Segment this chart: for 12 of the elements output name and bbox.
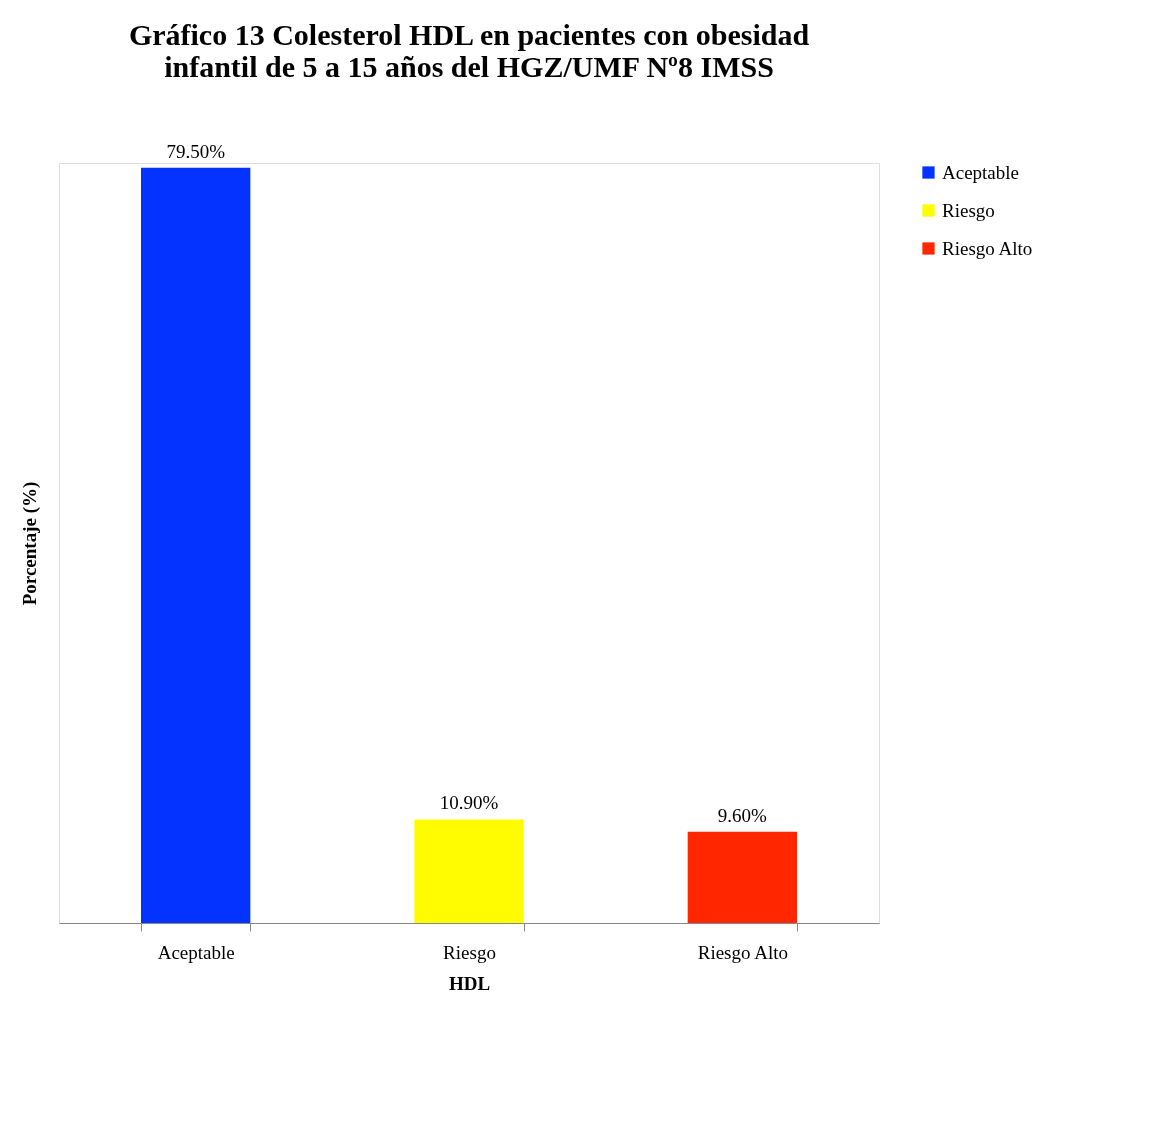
x-tick-label: Aceptable [157, 941, 235, 963]
data-label: 79.50% [166, 140, 226, 162]
y-axis-title: Porcentaje (%) [18, 481, 41, 606]
x-tick-label: Riesgo [443, 941, 496, 963]
x-axis-title: HDL [448, 972, 491, 994]
data-label: 9.60% [717, 804, 768, 826]
x-tick-label: Riesgo Alto [697, 941, 788, 963]
legend-label: Riesgo Alto [942, 237, 1033, 259]
legend-label: Aceptable [942, 161, 1020, 183]
data-label: 10.90% [439, 792, 499, 814]
chart-title: Gráfico 13 Colesterol HDL en pacientes con obesidad infantil de 5 a 15 años del HGZ/UMF Nº8 IMSS [128, 17, 810, 83]
legend-label: Riesgo [942, 199, 995, 221]
